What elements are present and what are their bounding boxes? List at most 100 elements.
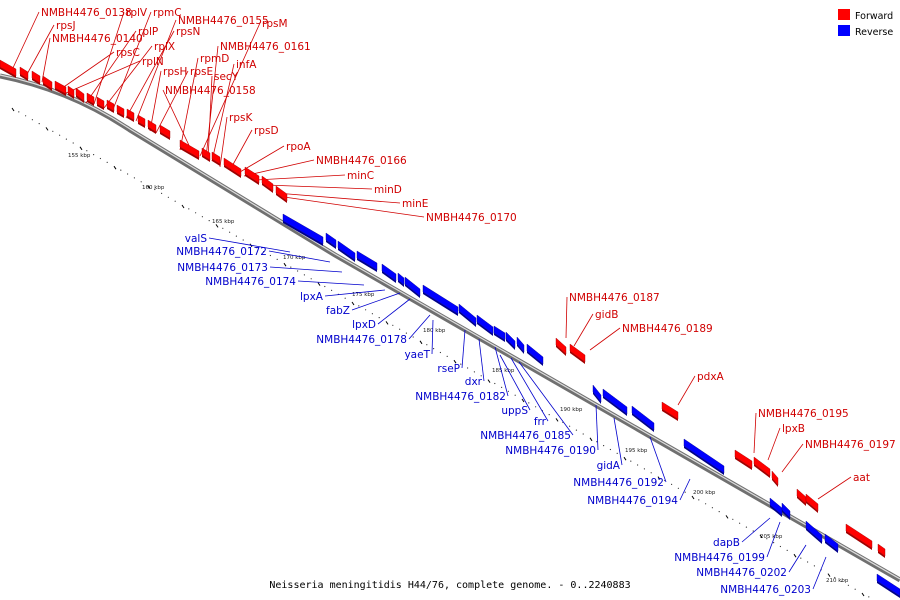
track-dot: [31, 119, 33, 121]
legend-forward-label: Forward: [855, 11, 893, 22]
track-dot: [786, 549, 788, 552]
track-dot: [324, 285, 326, 288]
track-dash: [453, 359, 457, 364]
reverse-gene-20: [805, 520, 823, 544]
tick-label: 195 kbp: [625, 448, 648, 454]
forward-gene-21: [275, 185, 288, 203]
track-dot: [154, 188, 156, 191]
track-dash: [215, 224, 219, 228]
reverse-leader-line: [324, 289, 386, 297]
reverse-gene-12: [516, 336, 525, 354]
forward-gene-label: rpoA: [286, 141, 311, 153]
forward-gene-label: rpsH: [163, 66, 187, 78]
gene-layer: [0, 59, 900, 598]
track-dot: [303, 274, 305, 276]
forward-leader-line: [111, 11, 152, 113]
reverse-gene-label: gidA: [597, 460, 621, 472]
track-dash: [793, 553, 797, 558]
forward-gene-label: NMBH4476_0197: [805, 439, 896, 451]
track-dot: [392, 324, 394, 326]
track-dot: [433, 348, 435, 350]
track-dot: [344, 297, 346, 299]
forward-gene-label: NMBH4476_0187: [569, 292, 660, 304]
reverse-leader-line: [269, 266, 343, 273]
tick-label: 185 kbp: [492, 368, 515, 374]
forward-gene-7: [86, 92, 95, 106]
forward-gene-15: [179, 139, 200, 160]
reverse-gene-3: [356, 250, 378, 272]
reverse-leader-line: [461, 329, 466, 369]
track-dash: [555, 418, 559, 422]
tick-label: 165 kbp: [212, 219, 235, 225]
forward-gene-25: [734, 449, 753, 470]
forward-leader-line: [239, 145, 285, 173]
track-dot: [358, 305, 360, 307]
reverse-gene-8: [458, 303, 477, 327]
reverse-gene-7: [422, 284, 459, 316]
forward-leader-line: [275, 192, 401, 204]
forward-leader-line: [243, 159, 315, 177]
reverse-leader-line: [812, 556, 827, 590]
track-dot: [752, 530, 754, 532]
reverse-gene-label: lpxA: [300, 291, 324, 303]
forward-leader-line: [57, 51, 115, 92]
reverse-gene-label: NMBH4476_0192: [573, 477, 664, 489]
track-dot: [120, 169, 122, 171]
forward-leader-line: [255, 174, 346, 181]
forward-gene-9: [106, 99, 115, 113]
track-dot: [779, 545, 782, 548]
forward-leader-line: [149, 70, 162, 132]
track-dot: [569, 425, 571, 427]
tick-label: 160 kbp: [142, 185, 165, 191]
forward-gene-22: [555, 337, 567, 356]
track-dot: [263, 251, 265, 253]
forward-gene-23: [569, 343, 586, 364]
track-dot: [467, 367, 469, 369]
forward-leader-line: [753, 412, 757, 454]
forward-gene-label: minC: [347, 170, 374, 182]
tick-layer: 155 kbp 160 kbp 165 kbp 170 kbp 175 kbp 180 k…: [11, 107, 870, 598]
reverse-gene-label: NMBH4476_0178: [316, 334, 407, 346]
legend: Forward Reverse: [838, 9, 893, 38]
track-dot: [630, 460, 632, 462]
forward-gene-11: [126, 108, 135, 122]
forward-leader-line: [207, 75, 213, 161]
forward-gene-18: [223, 157, 242, 178]
forward-gene-label: rpsK: [229, 112, 253, 124]
track-dot: [133, 177, 135, 179]
reverse-leader-line: [478, 338, 485, 382]
tick-label: 190 kbp: [560, 407, 583, 413]
track-dot: [507, 390, 509, 392]
track-dot: [868, 596, 870, 598]
track-dot: [847, 584, 850, 586]
reverse-gene-label: valS: [185, 233, 208, 245]
track-dot: [480, 375, 482, 377]
track-dot: [276, 258, 278, 260]
reverse-leader-line: [679, 478, 691, 501]
tick-label: 205 kbp: [760, 534, 783, 540]
forward-gene-label: pdxA: [697, 371, 725, 383]
tick-label: 210 kbp: [826, 578, 849, 584]
track-dash: [181, 204, 185, 209]
forward-leader-line: [229, 129, 253, 171]
forward-gene-2: [31, 70, 41, 85]
forward-gene-label: NMBH4476_0166: [316, 155, 407, 167]
reverse-gene-17: [683, 438, 725, 475]
track-dot: [582, 433, 584, 435]
reverse-leader-line: [649, 436, 667, 483]
forward-gene-27: [771, 470, 779, 487]
track-dot: [127, 173, 129, 175]
track-dash: [147, 185, 151, 189]
forward-gene-label: minE: [402, 198, 428, 210]
reverse-gene-label: NMBH4476_0182: [415, 391, 506, 403]
track-dot: [637, 464, 639, 466]
label-layer: NMBH4476_0138rpsJNMBH4476_0140rpsCrplNrp…: [41, 7, 896, 596]
track-dot: [25, 115, 27, 117]
track-dot: [222, 227, 224, 229]
forward-gene-label: NMBH4476_0195: [758, 408, 849, 420]
forward-leader-line: [25, 24, 55, 77]
track-dot: [310, 278, 312, 280]
forward-leader-line: [205, 45, 219, 159]
forward-gene-label: NMBH4476_0140: [52, 33, 143, 45]
